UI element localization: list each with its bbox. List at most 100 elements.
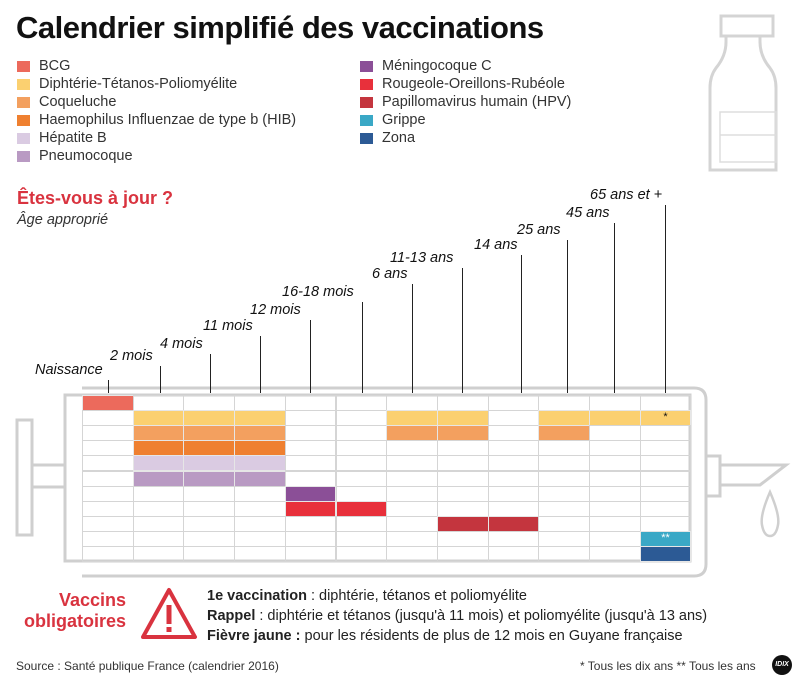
schedule-cell — [386, 485, 438, 502]
schedule-cell-filled — [234, 425, 286, 442]
legend-label: Pneumocoque — [39, 148, 133, 164]
legend-item: Hépatite B — [17, 130, 107, 146]
schedule-cell — [335, 410, 388, 427]
schedule-cell — [82, 546, 134, 563]
legend-swatch — [17, 132, 30, 144]
schedule-cell — [82, 440, 134, 457]
schedule-cell-filled — [436, 410, 489, 427]
legend-swatch — [360, 60, 373, 72]
schedule-cell — [386, 530, 438, 547]
schedule-cell — [487, 546, 540, 563]
age-label: 45 ans — [566, 205, 610, 221]
schedule-cell — [183, 530, 236, 547]
schedule-cell — [487, 485, 540, 502]
schedule-cell-filled — [234, 440, 286, 457]
legend-swatch — [360, 114, 373, 126]
age-tick — [462, 268, 463, 393]
legend-item: Rougeole-Oreillons-Rubéole — [360, 76, 565, 92]
schedule-cell — [335, 530, 388, 547]
legend-label: Diphtérie-Tétanos-Poliomyélite — [39, 76, 238, 92]
schedule-cell — [183, 485, 236, 502]
schedule-cell — [183, 395, 236, 412]
schedule-cell-filled — [234, 455, 286, 472]
schedule-cell-filled — [132, 410, 185, 427]
schedule-cell-filled — [183, 455, 236, 472]
schedule-cell — [538, 485, 590, 502]
schedule-cell — [487, 500, 540, 517]
schedule-cell — [284, 455, 337, 472]
schedule-cell — [487, 455, 540, 472]
schedule-cell — [335, 455, 388, 472]
schedule-cell — [589, 500, 641, 517]
schedule-cell-filled — [132, 425, 185, 442]
schedule-cell — [132, 546, 185, 563]
schedule-cell — [538, 530, 590, 547]
legend-label: Rougeole-Oreillons-Rubéole — [382, 76, 565, 92]
age-tick — [310, 320, 311, 393]
schedule-cell-filled: * — [639, 410, 692, 427]
schedule-cell — [436, 395, 489, 412]
legend-item: Diphtérie-Tétanos-Poliomyélite — [17, 76, 237, 92]
schedule-cell — [132, 485, 185, 502]
schedule-cell — [132, 395, 185, 412]
age-tick — [160, 366, 161, 393]
age-label: 14 ans — [474, 237, 518, 253]
schedule-cell — [234, 515, 286, 532]
schedule-cell — [487, 410, 540, 427]
schedule-cell — [589, 395, 641, 412]
schedule-cell — [436, 546, 489, 563]
schedule-cell — [386, 440, 438, 457]
schedule-cell — [487, 395, 540, 412]
logo: IDIX — [772, 655, 792, 675]
schedule-cell — [386, 455, 438, 472]
schedule-cell — [82, 485, 134, 502]
schedule-cell — [589, 470, 641, 487]
schedule-cell-filled — [386, 410, 438, 427]
schedule-cell — [183, 515, 236, 532]
section-subtitle: Âge approprié — [17, 212, 109, 228]
schedule-cell — [82, 455, 134, 472]
legend-item: Pneumocoque — [17, 148, 133, 164]
schedule-cell — [639, 395, 692, 412]
age-tick — [108, 380, 109, 393]
schedule-cell — [82, 425, 134, 442]
schedule-cell — [538, 470, 590, 487]
schedule-cell — [639, 485, 692, 502]
source: Source : Santé publique France (calendri… — [16, 659, 279, 673]
schedule-cell — [386, 395, 438, 412]
schedule-cell — [487, 440, 540, 457]
legend-swatch — [17, 60, 30, 72]
age-label: 16-18 mois — [282, 284, 354, 300]
schedule-cell — [132, 500, 185, 517]
schedule-cell — [639, 515, 692, 532]
legend-swatch — [360, 78, 373, 90]
schedule-cell — [436, 485, 489, 502]
age-tick — [362, 302, 363, 393]
schedule-cell-filled — [538, 410, 590, 427]
legend-swatch — [17, 78, 30, 90]
legend-item: Haemophilus Influenzae de type b (HIB) — [17, 112, 296, 128]
schedule-cell — [436, 470, 489, 487]
schedule-cell — [487, 425, 540, 442]
schedule-cell — [487, 530, 540, 547]
schedule-cell-filled — [183, 425, 236, 442]
schedule-cell — [234, 395, 286, 412]
legend-item: Papillomavirus humain (HPV) — [360, 94, 571, 110]
age-label: 11 mois — [203, 318, 253, 334]
mandatory-heading: Vaccins obligatoires — [23, 590, 126, 631]
schedule-cell — [284, 470, 337, 487]
age-label: 4 mois — [160, 336, 203, 352]
schedule-cell — [335, 425, 388, 442]
age-tick — [260, 336, 261, 393]
legend-item: Coqueluche — [17, 94, 116, 110]
schedule-cell-filled — [284, 485, 337, 502]
schedule-cell — [538, 546, 590, 563]
page-title: Calendrier simplifié des vaccinations — [16, 10, 544, 45]
age-tick — [521, 255, 522, 393]
schedule-cell — [538, 395, 590, 412]
schedule-cell — [639, 455, 692, 472]
schedule-cell — [386, 515, 438, 532]
legend-label: Papillomavirus humain (HPV) — [382, 94, 572, 110]
schedule-cell — [538, 515, 590, 532]
